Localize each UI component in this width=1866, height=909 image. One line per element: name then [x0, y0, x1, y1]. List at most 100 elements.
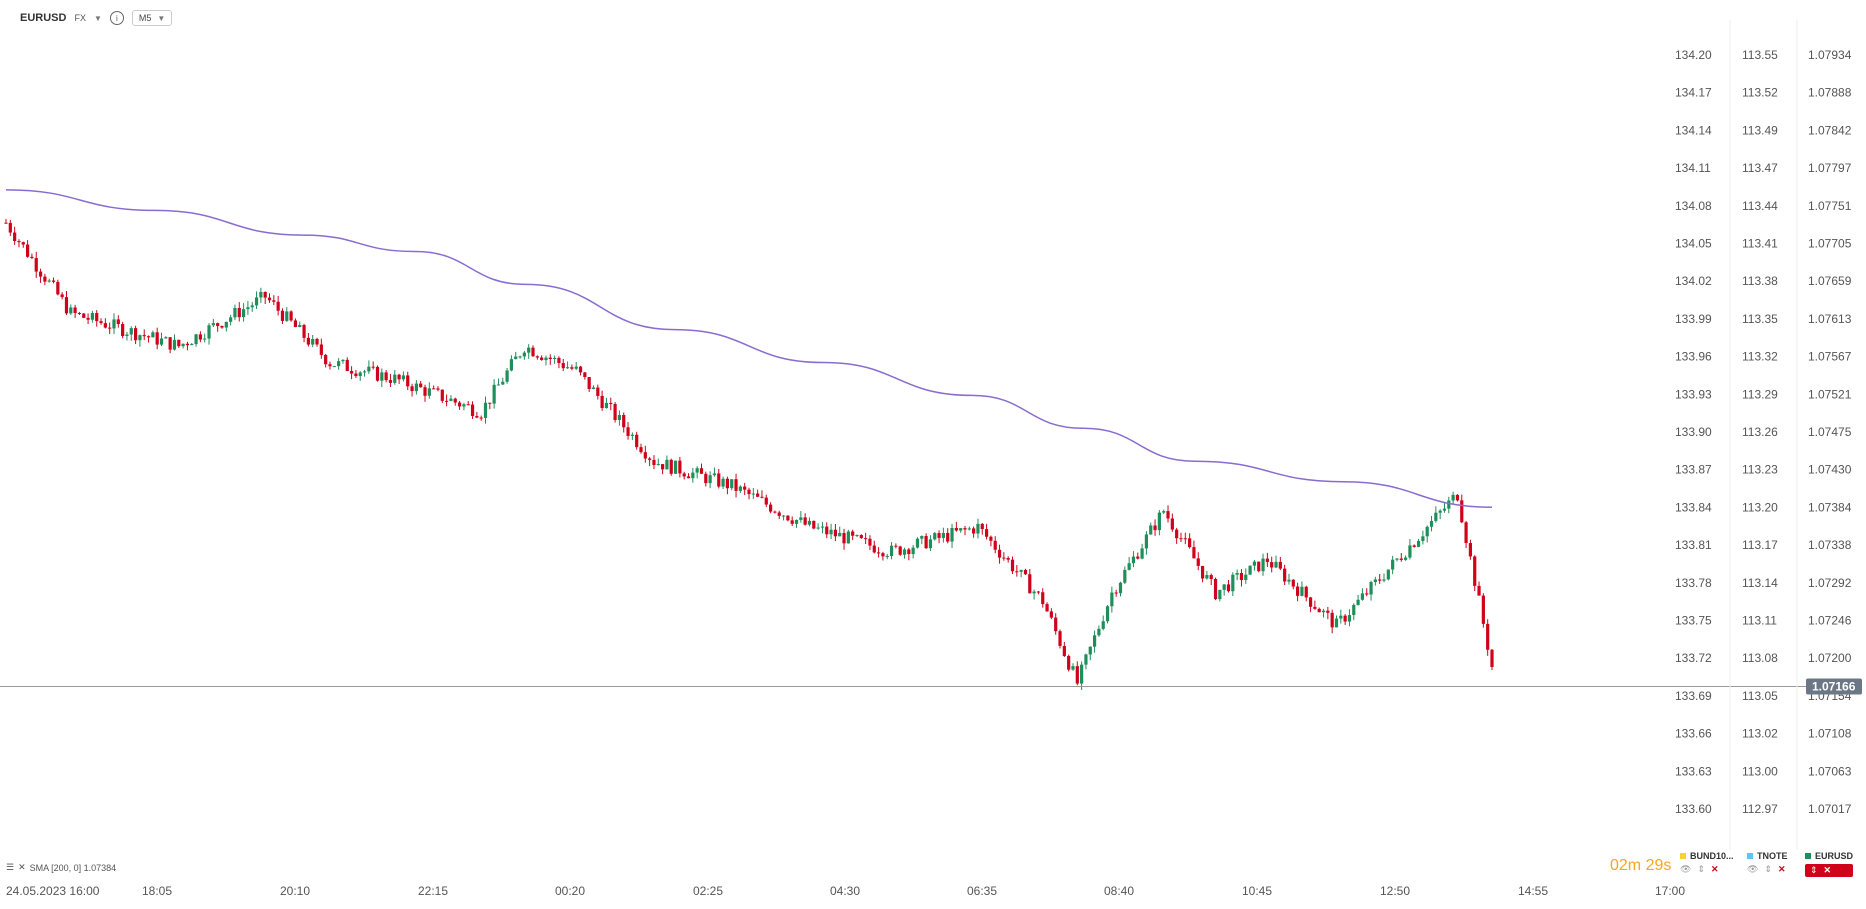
candle-body	[488, 402, 492, 404]
candle-body	[1395, 558, 1399, 560]
candle-body	[349, 371, 354, 374]
timeframe-select[interactable]: M5 ▼	[131, 10, 173, 26]
candle-body	[289, 311, 293, 321]
candle-body	[86, 317, 90, 320]
candle-body	[790, 520, 794, 524]
indicator-legend[interactable]: ☰ ✕ SMA [200, 0] 1.07384	[6, 862, 116, 873]
candle-body	[1391, 559, 1395, 570]
candle-body	[907, 549, 911, 555]
y-tick-label: 113.52	[1742, 86, 1778, 100]
candle-body	[1101, 621, 1105, 629]
candle-body	[1352, 604, 1356, 616]
y-tick-label: 113.44	[1742, 199, 1778, 213]
candle-body	[734, 479, 738, 491]
candle-body	[967, 528, 971, 530]
candle-body	[989, 536, 993, 541]
candle-body	[959, 528, 963, 531]
candle-body	[1326, 610, 1330, 613]
candle-body	[237, 307, 241, 318]
chevron-down-icon[interactable]: ▼	[93, 13, 102, 23]
y-tick-label: 1.07705	[1808, 237, 1852, 251]
instrument-tnote[interactable]: TNOTE 👁 ⇕ ✕	[1747, 851, 1788, 875]
candle-body	[246, 307, 250, 310]
candle-body	[1226, 584, 1231, 592]
x-tick-label: 20:10	[280, 884, 310, 898]
y-tick-label: 113.00	[1742, 764, 1778, 778]
candle-body	[1477, 585, 1481, 596]
candle-body	[337, 361, 341, 367]
candle-body	[475, 415, 479, 418]
candle-body	[4, 222, 8, 224]
candle-body	[168, 337, 172, 350]
candle-body	[1460, 500, 1464, 523]
candle-body	[466, 404, 470, 406]
candle-body	[1386, 569, 1390, 580]
instrument-controls[interactable]: ⇕ ✕	[1805, 864, 1854, 877]
candle-body	[561, 363, 565, 369]
instrument-controls[interactable]: 👁 ⇕ ✕	[1680, 864, 1734, 875]
candle-body	[306, 337, 310, 345]
candle-body	[51, 280, 56, 282]
candle-body	[1179, 538, 1183, 540]
info-icon[interactable]: i	[109, 11, 124, 25]
timer-seconds: 29	[1645, 857, 1664, 874]
y-tick-label: 113.08	[1742, 651, 1778, 665]
symbol-name[interactable]: EURUSD	[20, 12, 67, 24]
candle-body	[423, 387, 427, 396]
list-icon[interactable]: ☰	[6, 862, 15, 872]
candle-body	[401, 375, 406, 380]
candle-body	[635, 434, 639, 448]
candle-body	[1175, 529, 1179, 539]
candle-body	[155, 332, 159, 345]
candle-body	[203, 338, 207, 340]
candle-body	[479, 417, 483, 419]
candle-body	[1321, 610, 1326, 613]
candle-body	[133, 328, 138, 341]
candle-body	[99, 321, 103, 324]
candle-body	[142, 335, 146, 337]
candle-body	[1404, 557, 1408, 560]
candle-body	[380, 372, 384, 381]
candle-body	[1114, 592, 1118, 594]
candle-body	[514, 356, 518, 360]
candle-body	[747, 489, 751, 495]
candle-body	[920, 536, 924, 539]
candle-body	[531, 347, 535, 357]
candle-body	[69, 307, 73, 314]
candle-body	[1365, 593, 1369, 595]
instrument-eurusd[interactable]: EURUSD ⇕ ✕	[1805, 851, 1854, 877]
color-square	[1680, 853, 1686, 859]
candle-body	[108, 327, 112, 329]
candle-body	[1434, 512, 1438, 521]
candle-body	[21, 242, 25, 245]
chart-toolbar: EURUSD FX ▼ i M5 ▼	[0, 0, 1720, 36]
close-icon[interactable]: ✕	[18, 862, 26, 872]
candle-body	[643, 452, 647, 459]
candle-body	[164, 337, 168, 339]
candle-body	[557, 357, 561, 364]
y-tick-label: 1.07797	[1808, 161, 1852, 175]
candle-body	[8, 222, 12, 233]
candle-body	[1257, 561, 1261, 572]
y-tick-label: 133.69	[1675, 689, 1712, 703]
candle-body	[185, 343, 190, 346]
candle-body	[272, 300, 276, 302]
candle-body	[1071, 666, 1075, 670]
candle-body	[673, 460, 678, 474]
candle-body	[293, 320, 298, 328]
candle-body	[1429, 520, 1434, 527]
y-tick-label: 113.29	[1742, 387, 1778, 401]
candle-body	[1222, 584, 1226, 590]
candle-body	[682, 473, 686, 477]
candle-body	[432, 388, 436, 390]
y-tick-label: 1.07934	[1808, 48, 1852, 62]
instrument-controls[interactable]: 👁 ⇕ ✕	[1747, 864, 1788, 875]
candle-body	[1291, 579, 1295, 587]
candle-body	[980, 523, 984, 530]
instrument-bund[interactable]: BUND10... 👁 ⇕ ✕	[1680, 851, 1734, 875]
candle-body	[1023, 569, 1028, 575]
candle-body	[933, 533, 937, 540]
candle-body	[760, 496, 764, 498]
candle-body	[1183, 538, 1187, 540]
